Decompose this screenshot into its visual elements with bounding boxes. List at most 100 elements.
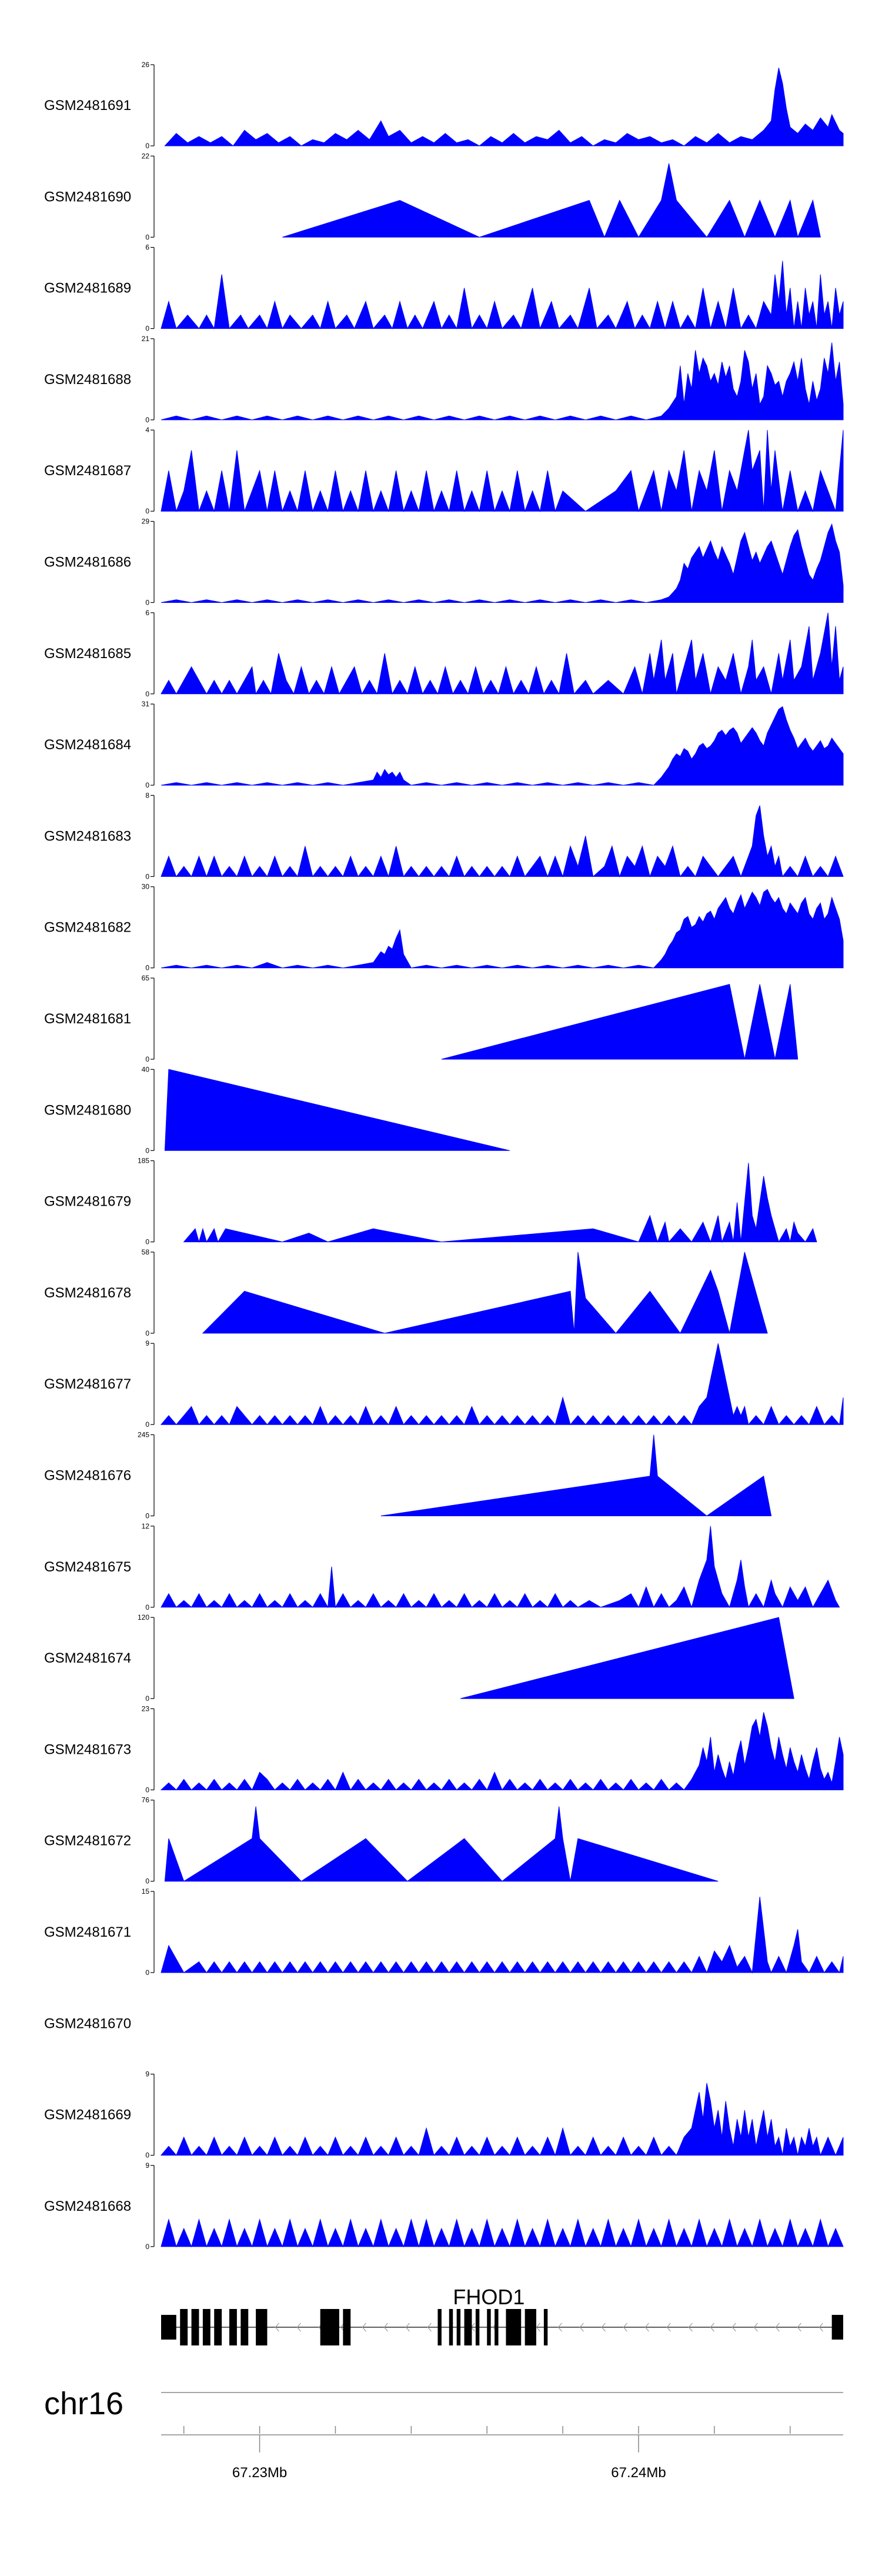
track-label: GSM2481688 <box>44 372 131 388</box>
exon <box>180 2309 188 2345</box>
y-tick-label-max: 29 <box>142 518 150 526</box>
coverage-area <box>161 706 844 786</box>
axis-position-label: 67.23Mb <box>232 2465 287 2481</box>
y-tick-label-zero: 0 <box>145 1146 149 1154</box>
track-GSM2481680: GSM2481680 40 0 <box>44 1065 510 1154</box>
y-tick-label-max: 9 <box>145 2161 149 2170</box>
coverage-tracks: GSM2481691260GSM2481690220GSM248168960GS… <box>44 61 844 2251</box>
coverage-area <box>380 1434 772 1517</box>
y-tick-label-max: 4 <box>145 426 149 434</box>
y-tick-label-zero: 0 <box>145 690 149 698</box>
exon <box>524 2309 536 2345</box>
track-label: GSM2481691 <box>44 98 131 114</box>
strand-arrow-icon <box>818 2323 823 2332</box>
y-tick-label-max: 9 <box>145 1339 149 1347</box>
track-label: GSM2481668 <box>44 2198 131 2214</box>
coverage-area <box>161 430 844 513</box>
y-tick-label-zero: 0 <box>145 1238 149 1246</box>
exon <box>320 2309 339 2345</box>
strand-arrow-icon <box>710 2323 714 2332</box>
y-tick-label-zero: 0 <box>145 1968 149 1977</box>
track-label: GSM2481674 <box>44 1650 131 1666</box>
track-label: GSM2481675 <box>44 1559 131 1575</box>
y-tick-label-max: 245 <box>138 1431 149 1439</box>
y-tick-label-max: 6 <box>145 243 149 252</box>
exon <box>191 2309 199 2345</box>
strand-arrow-icon <box>797 2323 801 2332</box>
y-tick-label-max: 120 <box>138 1613 149 1621</box>
axis-position-label: 67.24Mb <box>611 2465 666 2481</box>
track-GSM2481671: GSM2481671 15 0 <box>44 1887 844 1977</box>
track-GSM2481684: GSM2481684 31 0 <box>44 700 844 789</box>
track-GSM2481688: GSM2481688 21 0 <box>44 335 844 424</box>
y-tick-label-zero: 0 <box>145 1786 149 1794</box>
strand-arrow-icon <box>731 2323 736 2332</box>
coverage-area <box>282 163 821 239</box>
track-GSM2481682: GSM2481682 30 0 <box>44 883 844 972</box>
track-GSM2481672: GSM2481672 76 0 <box>44 1796 719 1886</box>
track-GSM2481691: GSM2481691 26 0 <box>44 61 844 150</box>
y-tick-label-max: 6 <box>145 609 149 617</box>
track-GSM2481689: GSM2481689 6 0 <box>44 243 844 333</box>
track-label: GSM2481679 <box>44 1194 131 1210</box>
coverage-area <box>164 1806 719 1882</box>
y-tick-label-zero: 0 <box>145 2151 149 2160</box>
coverage-area <box>460 1617 794 1699</box>
strand-arrow-icon <box>536 2323 540 2332</box>
strand-arrow-icon <box>601 2323 606 2332</box>
gene-track: FHOD1 <box>161 2285 843 2345</box>
y-tick-label-zero: 0 <box>145 416 149 424</box>
y-tick-label-max: 76 <box>142 1796 150 1804</box>
y-tick-label-max: 15 <box>142 1887 150 1896</box>
y-tick-label-max: 9 <box>145 2070 149 2078</box>
track-GSM2481673: GSM2481673 23 0 <box>44 1704 844 1794</box>
strand-arrow-icon <box>775 2323 780 2332</box>
exon <box>214 2309 222 2345</box>
y-tick-label-zero: 0 <box>145 1420 149 1429</box>
coverage-area <box>160 1343 844 1426</box>
track-label: GSM2481671 <box>44 1924 131 1940</box>
strand-arrow-icon <box>688 2323 693 2332</box>
y-tick-label-max: 65 <box>142 974 150 982</box>
track-GSM2481685: GSM2481685 6 0 <box>44 609 844 698</box>
y-tick-label-max: 185 <box>138 1157 149 1165</box>
track-label: GSM2481670 <box>44 2016 131 2031</box>
strand-arrow-icon <box>623 2323 627 2332</box>
coverage-area <box>164 1069 510 1151</box>
y-tick-label-max: 23 <box>142 1704 150 1713</box>
strand-arrow-icon <box>753 2323 758 2332</box>
track-label: GSM2481682 <box>44 920 131 936</box>
coverage-area <box>161 523 844 603</box>
exon <box>161 2315 176 2340</box>
exon <box>506 2309 522 2345</box>
strand-arrow-icon <box>666 2323 671 2332</box>
track-GSM2481678: GSM2481678 58 0 <box>44 1248 768 1337</box>
strand-arrow-icon <box>362 2323 366 2332</box>
strand-arrow-icon <box>275 2323 279 2332</box>
y-tick-label-max: 26 <box>142 61 150 69</box>
strand-arrow-icon <box>296 2323 301 2332</box>
coverage-area <box>161 261 844 330</box>
exon <box>543 2309 548 2345</box>
strand-arrow-icon <box>383 2323 388 2332</box>
y-tick-label-max: 21 <box>142 335 150 343</box>
y-tick-label-zero: 0 <box>145 964 149 972</box>
coverage-area <box>183 1163 817 1243</box>
y-tick-label-max: 8 <box>145 791 149 799</box>
track-label: GSM2481673 <box>44 1741 131 1757</box>
coverage-area <box>441 983 799 1060</box>
exon <box>475 2309 480 2345</box>
axis-lines-and-ticks: 67.23Mb 67.24Mb <box>161 2392 843 2481</box>
track-label: GSM2481684 <box>44 737 131 753</box>
gene-model <box>161 2309 843 2345</box>
coverage-area <box>160 1712 844 1791</box>
exon <box>464 2309 472 2345</box>
track-GSM2481690: GSM2481690 22 0 <box>44 152 821 241</box>
track-GSM2481677: GSM2481677 9 0 <box>44 1339 844 1429</box>
exon <box>495 2309 499 2345</box>
y-tick-label-max: 22 <box>142 152 150 160</box>
track-GSM2481675: GSM2481675 12 0 <box>44 1522 840 1611</box>
strand-arrow-icon <box>644 2323 649 2332</box>
y-tick-label-zero: 0 <box>145 2243 149 2251</box>
exon <box>456 2309 461 2345</box>
